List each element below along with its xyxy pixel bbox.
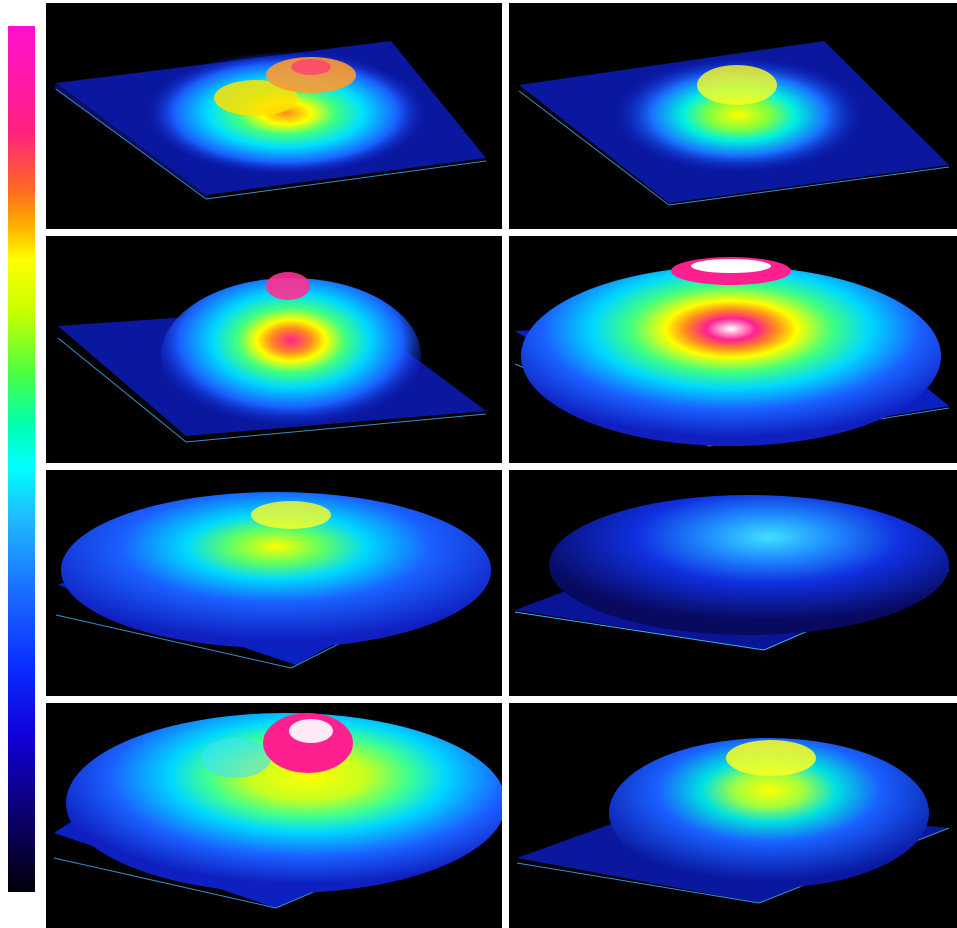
surface-plot-1 bbox=[46, 3, 502, 229]
surface-plot-6 bbox=[509, 470, 957, 696]
colorbar bbox=[8, 26, 35, 892]
surface-plot-5 bbox=[46, 470, 502, 696]
surface-plot-4 bbox=[509, 236, 957, 463]
surface-plot-2 bbox=[509, 3, 957, 229]
surface-plot-7 bbox=[46, 703, 502, 928]
surface-plot-3 bbox=[46, 236, 502, 463]
surface-plot-8 bbox=[509, 703, 957, 928]
